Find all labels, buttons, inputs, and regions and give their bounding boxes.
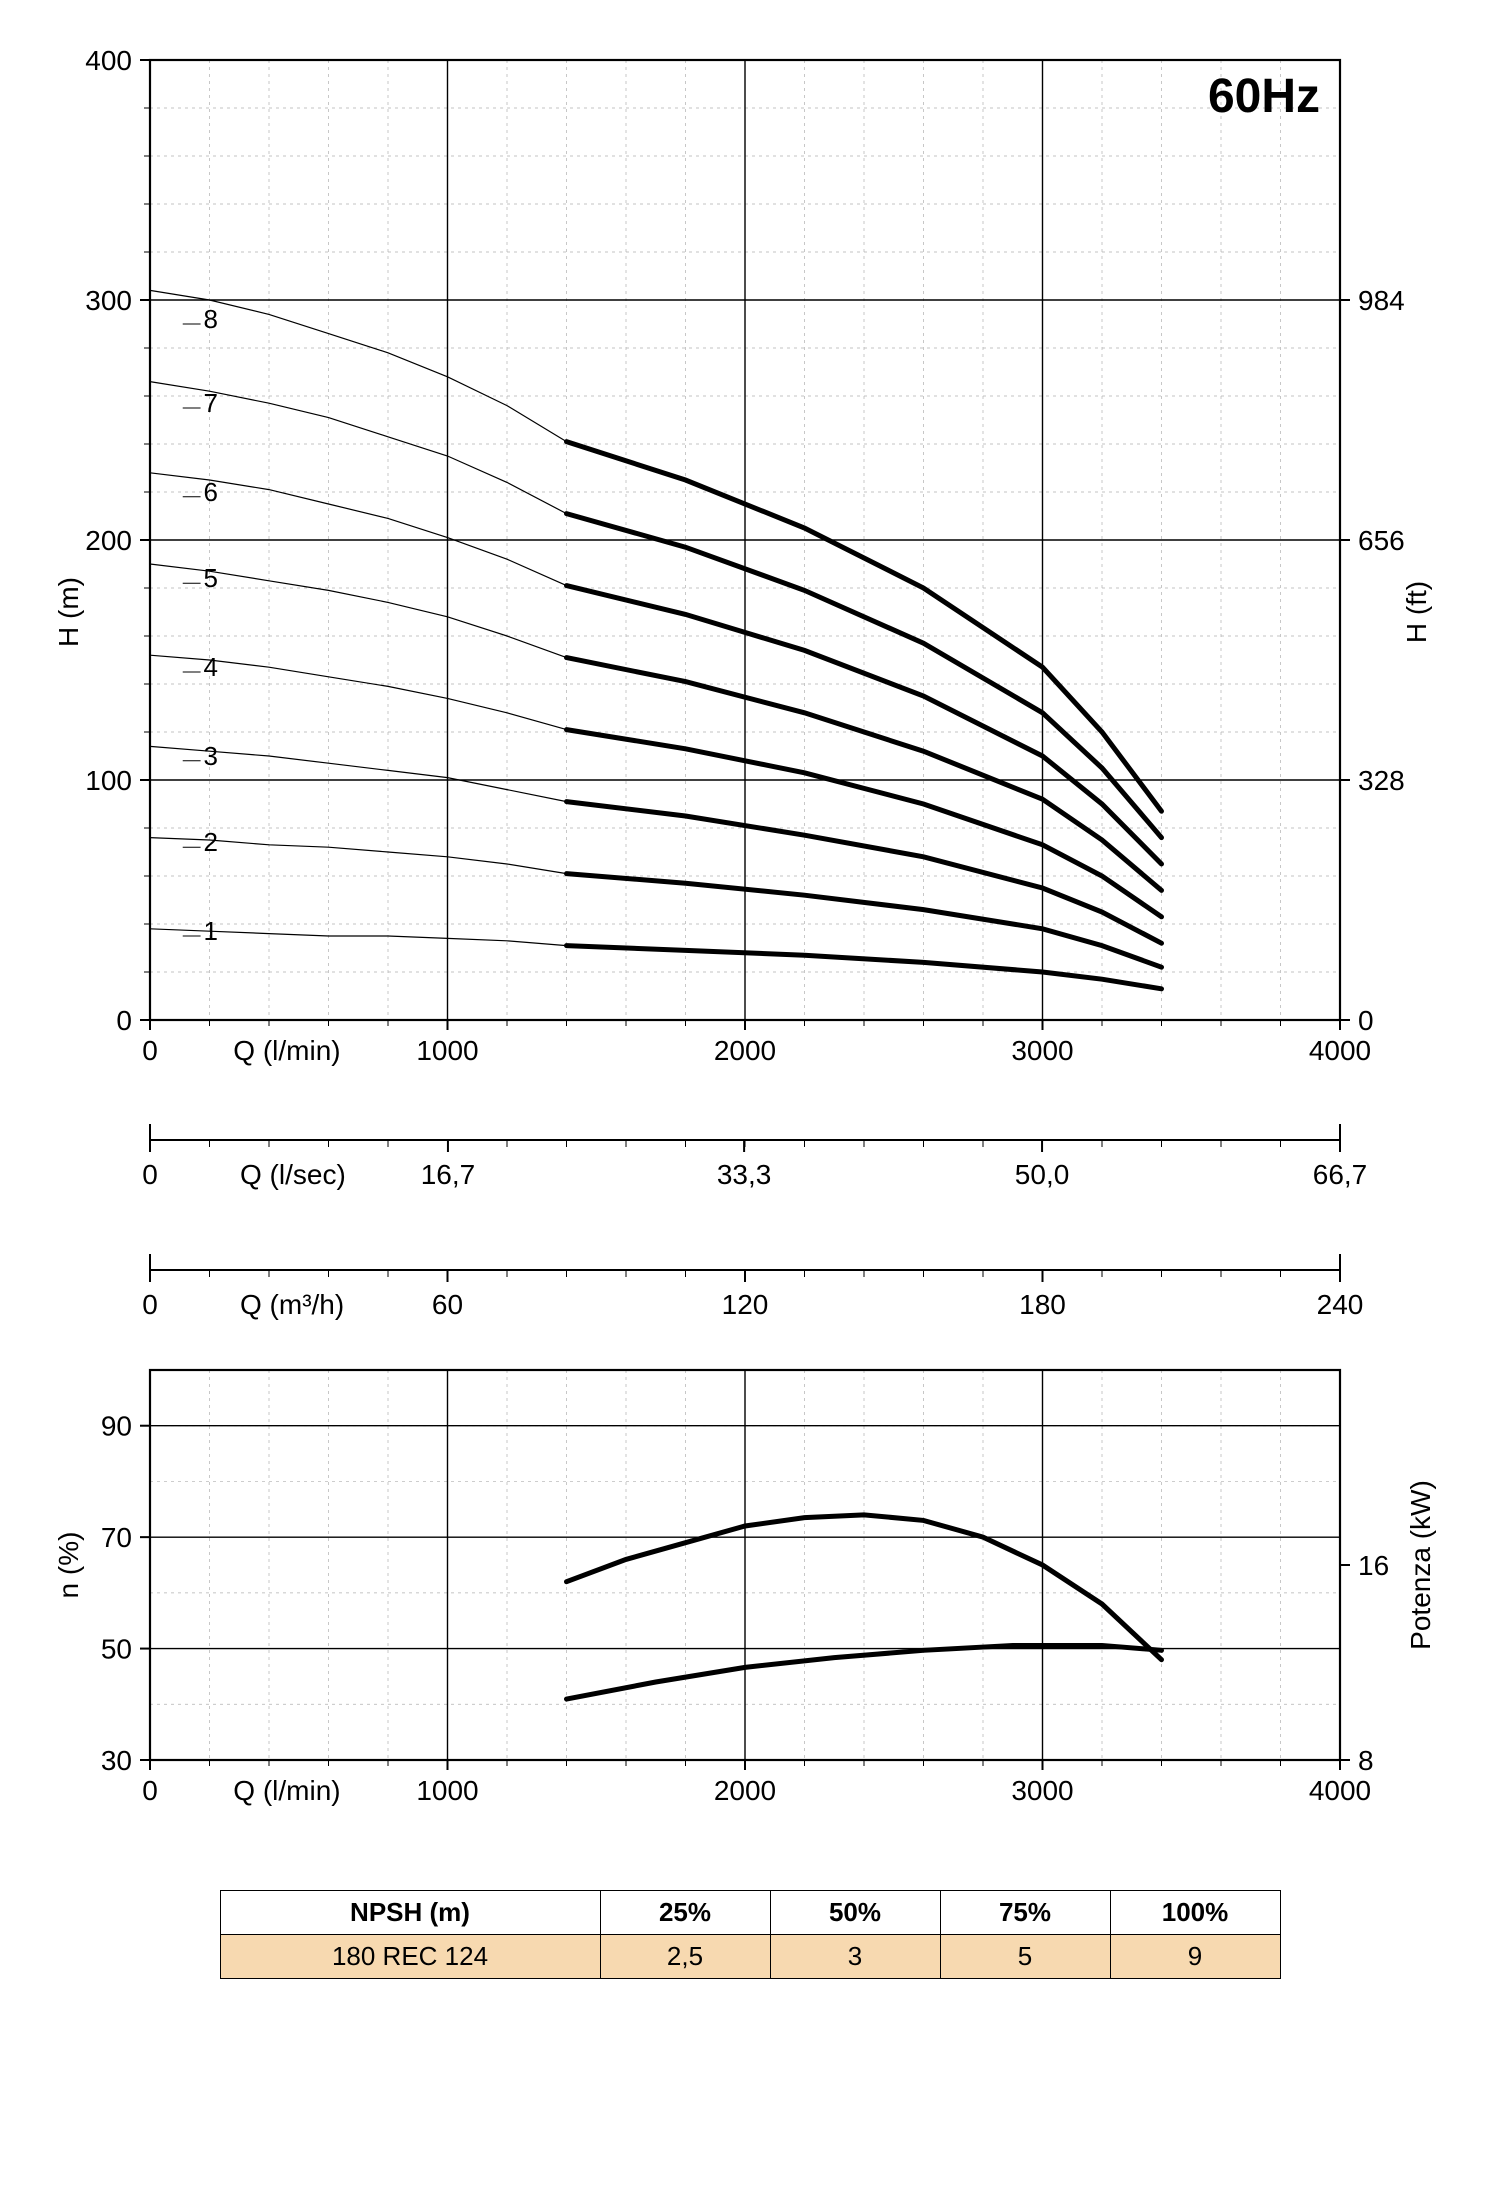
- y-tick-200: 200: [85, 525, 132, 556]
- npsh-value: 9: [1110, 1935, 1280, 1979]
- y-right-label: H (ft): [1401, 581, 1432, 643]
- npsh-col-hdr: 100%: [1110, 1891, 1280, 1935]
- curve-label-3: 3: [204, 741, 218, 771]
- bx-tick-2000: 2000: [714, 1775, 776, 1806]
- aux-tick: 60: [432, 1289, 463, 1320]
- y-right-tick-328: 328: [1358, 765, 1405, 796]
- curve-label-5: 5: [204, 563, 218, 593]
- bx-tick-1000: 1000: [416, 1775, 478, 1806]
- pump-curve-page: 1234567801000200030004000Q (l/min)010020…: [0, 0, 1500, 2185]
- bx-tick-4000: 4000: [1309, 1775, 1371, 1806]
- npsh-row-label: 180 REC 124: [220, 1935, 600, 1979]
- x-tick-2000: 2000: [714, 1035, 776, 1066]
- y-tick-0: 0: [116, 1005, 132, 1036]
- aux-axis-label: Q (l/sec): [240, 1159, 346, 1190]
- aux-tick: 240: [1317, 1289, 1364, 1320]
- main-performance-chart: 1234567801000200030004000Q (l/min)010020…: [50, 30, 1450, 1090]
- npsh-col-hdr: 50%: [770, 1891, 940, 1935]
- curve-label-7: 7: [204, 388, 218, 418]
- aux-tick: 50,0: [1015, 1159, 1070, 1190]
- x-tick-3000: 3000: [1011, 1035, 1073, 1066]
- x-tick-1000: 1000: [416, 1035, 478, 1066]
- x-axis-label-lmin: Q (l/min): [233, 1035, 340, 1066]
- aux-tick: 33,3: [717, 1159, 772, 1190]
- aux-tick: 0: [142, 1159, 158, 1190]
- byr-tick-16: 16: [1358, 1550, 1389, 1581]
- bx-tick-0: 0: [142, 1775, 158, 1806]
- npsh-col-hdr: 75%: [940, 1891, 1110, 1935]
- x-tick-4000: 4000: [1309, 1035, 1371, 1066]
- by-tick-90: 90: [101, 1411, 132, 1442]
- aux-tick: 0: [142, 1289, 158, 1320]
- y-tick-100: 100: [85, 765, 132, 796]
- y-tick-300: 300: [85, 285, 132, 316]
- byr-tick-8: 8: [1358, 1745, 1374, 1776]
- aux-tick: 66,7: [1313, 1159, 1368, 1190]
- y-tick-400: 400: [85, 45, 132, 76]
- table-row: NPSH (m)25%50%75%100%: [220, 1891, 1280, 1935]
- curve-label-6: 6: [204, 477, 218, 507]
- npsh-col-hdr: 25%: [600, 1891, 770, 1935]
- y-right-tick-0: 0: [1358, 1005, 1374, 1036]
- auxiliary-x-axes: 0 16,7 33,3 50,0 66,7 Q (l/sec) 0 60 120 180 240 Q …: [50, 1090, 1450, 1350]
- x-tick-0: 0: [142, 1035, 158, 1066]
- npsh-value: 5: [940, 1935, 1110, 1979]
- by-right-label: Potenza (kW): [1405, 1480, 1436, 1650]
- aux-tick: 120: [722, 1289, 769, 1320]
- y-right-tick-656: 656: [1358, 525, 1405, 556]
- aux-tick: 16,7: [421, 1159, 476, 1190]
- curve-label-4: 4: [204, 652, 218, 682]
- by-tick-30: 30: [101, 1745, 132, 1776]
- y-left-label: H (m): [53, 577, 84, 647]
- by-left-label: n (%): [53, 1532, 84, 1599]
- aux-axis-label: Q (m³/h): [240, 1289, 344, 1320]
- table-row: 180 REC 1242,5359: [220, 1935, 1280, 1979]
- efficiency-power-chart: 0 1000 2000 3000 4000 Q (l/min) 30 50 70 90 n (%) 8…: [50, 1350, 1450, 1870]
- curve-label-2: 2: [204, 827, 218, 857]
- npsh-table: NPSH (m)25%50%75%100%180 REC 1242,5359: [220, 1890, 1281, 1979]
- bx-axis-label: Q (l/min): [233, 1775, 340, 1806]
- by-tick-50: 50: [101, 1634, 132, 1665]
- npsh-table-wrapper: NPSH (m)25%50%75%100%180 REC 1242,5359: [50, 1890, 1450, 1979]
- h-curve-1-thick: [567, 946, 1162, 989]
- curve-label-8: 8: [204, 304, 218, 334]
- y-right-tick-984: 984: [1358, 285, 1405, 316]
- npsh-header-label: NPSH (m): [220, 1891, 600, 1935]
- by-tick-70: 70: [101, 1522, 132, 1553]
- npsh-value: 3: [770, 1935, 940, 1979]
- npsh-value: 2,5: [600, 1935, 770, 1979]
- curve-label-1: 1: [204, 916, 218, 946]
- chart-title: 60Hz: [1208, 70, 1320, 123]
- aux-tick: 180: [1019, 1289, 1066, 1320]
- bx-tick-3000: 3000: [1011, 1775, 1073, 1806]
